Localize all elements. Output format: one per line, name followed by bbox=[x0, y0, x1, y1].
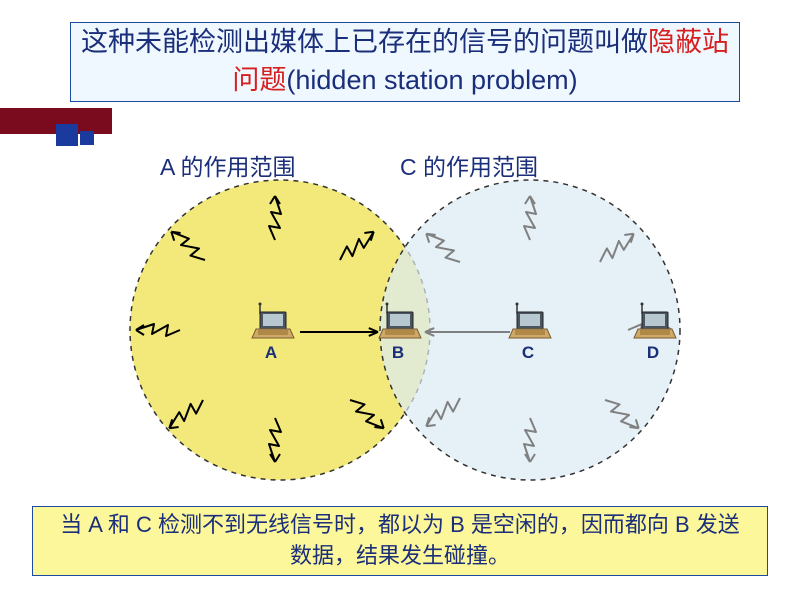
range-label-c: C 的作用范围 bbox=[400, 148, 538, 182]
svg-text:A: A bbox=[265, 343, 277, 362]
svg-text:C: C bbox=[522, 343, 534, 362]
title-box: 这种未能检测出媒体上已存在的信号的问题叫做隐蔽站问题(hidden statio… bbox=[70, 22, 740, 102]
svg-text:D: D bbox=[647, 343, 659, 362]
decor-square-2 bbox=[80, 131, 94, 145]
decor-square-1 bbox=[56, 124, 78, 146]
title-part1: 这种未能检测出媒体上已存在的信号的问题叫做 bbox=[81, 27, 648, 57]
title-part2: (hidden station problem) bbox=[286, 65, 577, 95]
svg-text:B: B bbox=[392, 343, 404, 362]
explanation-box: 当 A 和 C 检测不到无线信号时，都以为 B 是空闲的，因而都向 B 发送数据… bbox=[32, 506, 768, 576]
range-label-a: A 的作用范围 bbox=[160, 148, 295, 182]
explanation-text: 当 A 和 C 检测不到无线信号时，都以为 B 是空闲的，因而都向 B 发送数据… bbox=[51, 510, 749, 572]
title-text: 这种未能检测出媒体上已存在的信号的问题叫做隐蔽站问题(hidden statio… bbox=[81, 24, 729, 100]
